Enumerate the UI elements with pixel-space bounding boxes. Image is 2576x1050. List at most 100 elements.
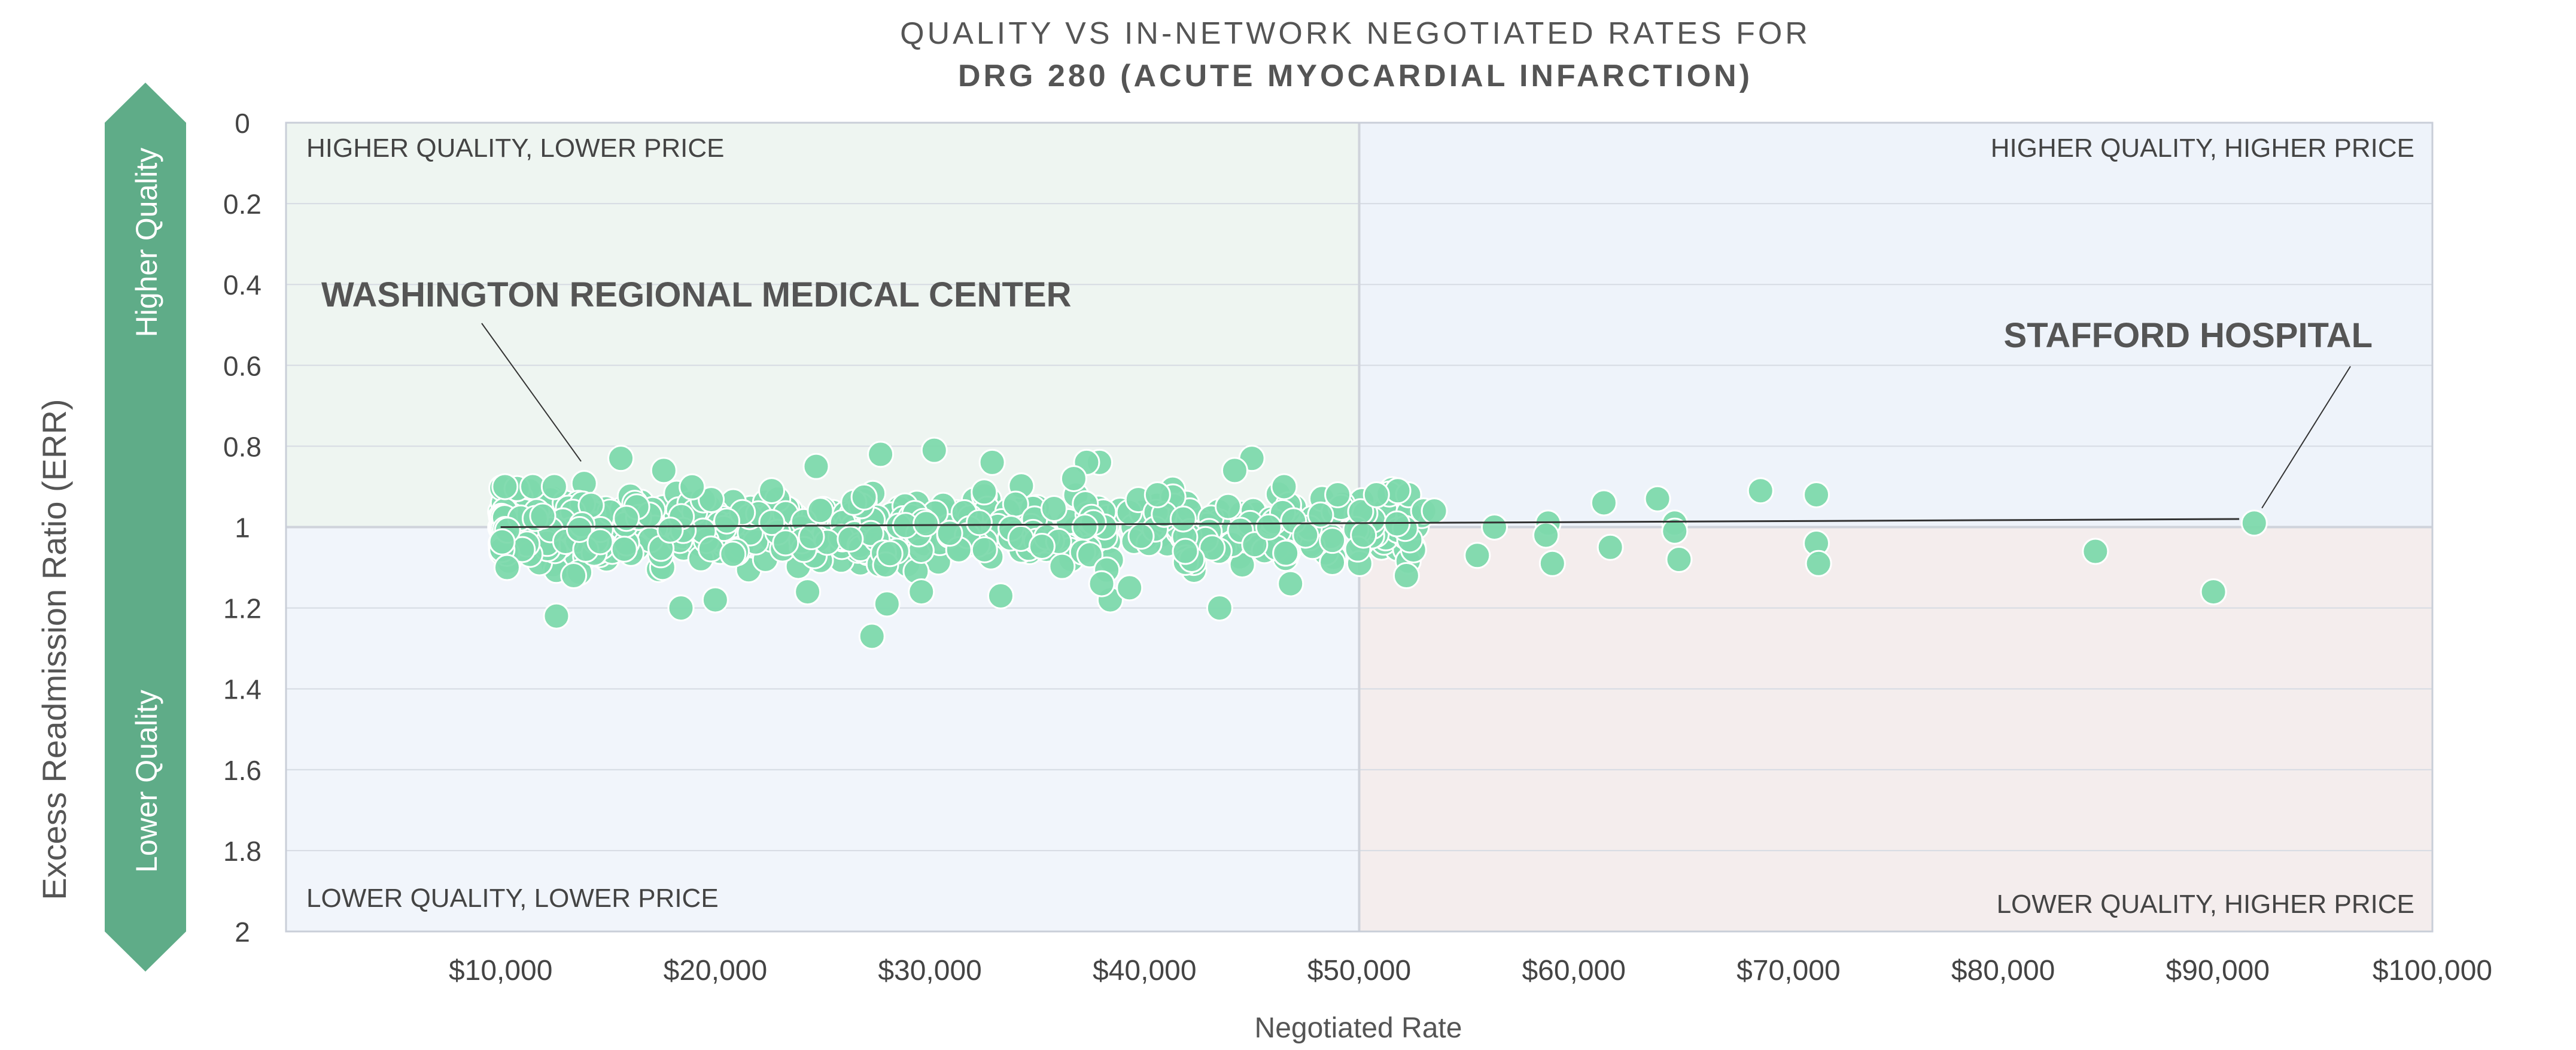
leader-line-stafford — [2261, 366, 2351, 509]
data-point — [488, 528, 516, 556]
data-point — [543, 602, 570, 630]
y-axis-tick-labels: 0 0.2 0.4 0.6 0.8 1 1.2 1.4 1.6 1.8 2 — [223, 108, 261, 948]
x-tick-label: $20,000 — [664, 955, 768, 987]
x-tick-label: $10,000 — [449, 955, 553, 987]
data-point — [837, 525, 864, 553]
y-tick-label: 0 — [235, 108, 250, 139]
data-point — [1028, 533, 1056, 560]
data-point — [1143, 481, 1171, 508]
data-point — [758, 477, 786, 505]
data-point — [607, 445, 635, 472]
data-point — [719, 541, 747, 568]
plot-area-border — [285, 122, 2434, 933]
data-point — [1241, 531, 1269, 559]
data-point — [1392, 562, 1420, 590]
data-point — [1324, 481, 1352, 508]
leader-line-washington — [481, 323, 582, 462]
data-point — [1199, 534, 1226, 562]
quality-arrow-bottom-label: Lower Quality — [130, 690, 163, 873]
annotation-washington-regional: WASHINGTON REGIONAL MEDICAL CENTER — [321, 275, 1072, 314]
data-point — [1590, 489, 1617, 517]
y-tick-label: 0.6 — [223, 350, 261, 381]
quality-arrow — [105, 83, 186, 972]
x-tick-label: $30,000 — [878, 955, 982, 987]
data-point — [1644, 485, 1671, 512]
quality-arrow-top-label: Higher Quality — [130, 148, 163, 338]
data-point — [794, 578, 822, 606]
data-point — [908, 578, 935, 606]
data-point — [1532, 521, 1560, 549]
data-point — [713, 507, 741, 535]
data-point — [2200, 578, 2227, 606]
data-point — [1169, 505, 1197, 533]
data-point — [1464, 542, 1491, 569]
x-tick-label: $70,000 — [1736, 955, 1841, 987]
data-point — [965, 509, 993, 536]
data-point — [1048, 553, 1076, 580]
quadrant-bottom-right-bg — [1359, 527, 2432, 931]
data-point — [1116, 574, 1143, 602]
annotation-leader-lines — [481, 323, 2351, 509]
data-point — [1747, 477, 1774, 505]
data-point — [1421, 497, 1448, 524]
data-point — [1350, 521, 1377, 549]
x-tick-label: $60,000 — [1522, 955, 1626, 987]
data-point — [1221, 457, 1248, 484]
quadrant-label-top-right: HIGHER QUALITY, HIGHER PRICE — [1991, 133, 2414, 163]
data-point — [802, 453, 830, 480]
chart-subtitle: DRG 280 (ACUTE MYOCARDIAL INFARCTION) — [958, 59, 1753, 93]
data-point — [1206, 594, 1233, 622]
annotation-stafford-hospital: STAFFORD HOSPITAL — [2004, 316, 2373, 355]
data-point — [807, 497, 834, 524]
y-tick-label: 1.8 — [223, 836, 261, 867]
data-point — [876, 540, 904, 568]
quadrant-label-top-left: HIGHER QUALITY, LOWER PRICE — [306, 133, 724, 163]
x-axis-tick-labels: $10,000 $20,000 $30,000 $40,000 $50,000 $60,0… — [449, 955, 2492, 987]
data-point — [1270, 473, 1298, 500]
data-point — [1255, 513, 1282, 541]
data-point — [560, 562, 588, 590]
quadrant-label-bottom-left: LOWER QUALITY, LOWER PRICE — [306, 884, 719, 913]
quadrant-label-bottom-right: LOWER QUALITY, HIGHER PRICE — [1997, 890, 2414, 919]
data-point — [586, 528, 614, 556]
data-point — [971, 478, 998, 506]
y-tick-label: 1.6 — [223, 755, 261, 786]
data-point — [1172, 538, 1199, 565]
data-point — [701, 586, 729, 614]
data-point — [1362, 481, 1390, 508]
data-point — [613, 505, 640, 532]
data-point — [772, 529, 799, 557]
data-point — [858, 623, 886, 650]
y-tick-label: 1.4 — [223, 674, 261, 705]
data-point — [697, 535, 725, 563]
x-axis-title: Negotiated Rate — [1255, 1012, 1462, 1044]
data-point — [529, 502, 556, 530]
data-point — [1665, 546, 1693, 573]
data-point — [493, 554, 521, 581]
data-point — [1480, 514, 1508, 541]
data-point — [873, 590, 901, 618]
data-points — [487, 436, 2268, 650]
x-tick-label: $40,000 — [1093, 955, 1197, 987]
data-point — [758, 509, 786, 536]
data-point — [698, 486, 725, 514]
data-point — [987, 582, 1014, 609]
data-point — [798, 523, 825, 551]
data-point — [1060, 465, 1087, 492]
data-point — [1088, 570, 1115, 597]
y-tick-label: 0.4 — [223, 269, 261, 301]
data-point — [1661, 517, 1689, 545]
y-axis-title: Excess Readmission Ratio (ERR) — [35, 399, 73, 900]
data-point — [1040, 494, 1067, 522]
data-point — [850, 483, 878, 511]
y-tick-label: 2 — [235, 917, 250, 948]
data-point — [978, 448, 1006, 476]
data-point — [565, 515, 593, 543]
y-tick-label: 1.2 — [223, 593, 261, 624]
y-tick-label: 0.8 — [223, 431, 261, 462]
quadrant-bottom-left-bg — [286, 527, 1360, 931]
x-tick-label: $80,000 — [1951, 955, 2055, 987]
y-tick-label: 1 — [235, 512, 250, 544]
data-point — [2082, 538, 2109, 565]
